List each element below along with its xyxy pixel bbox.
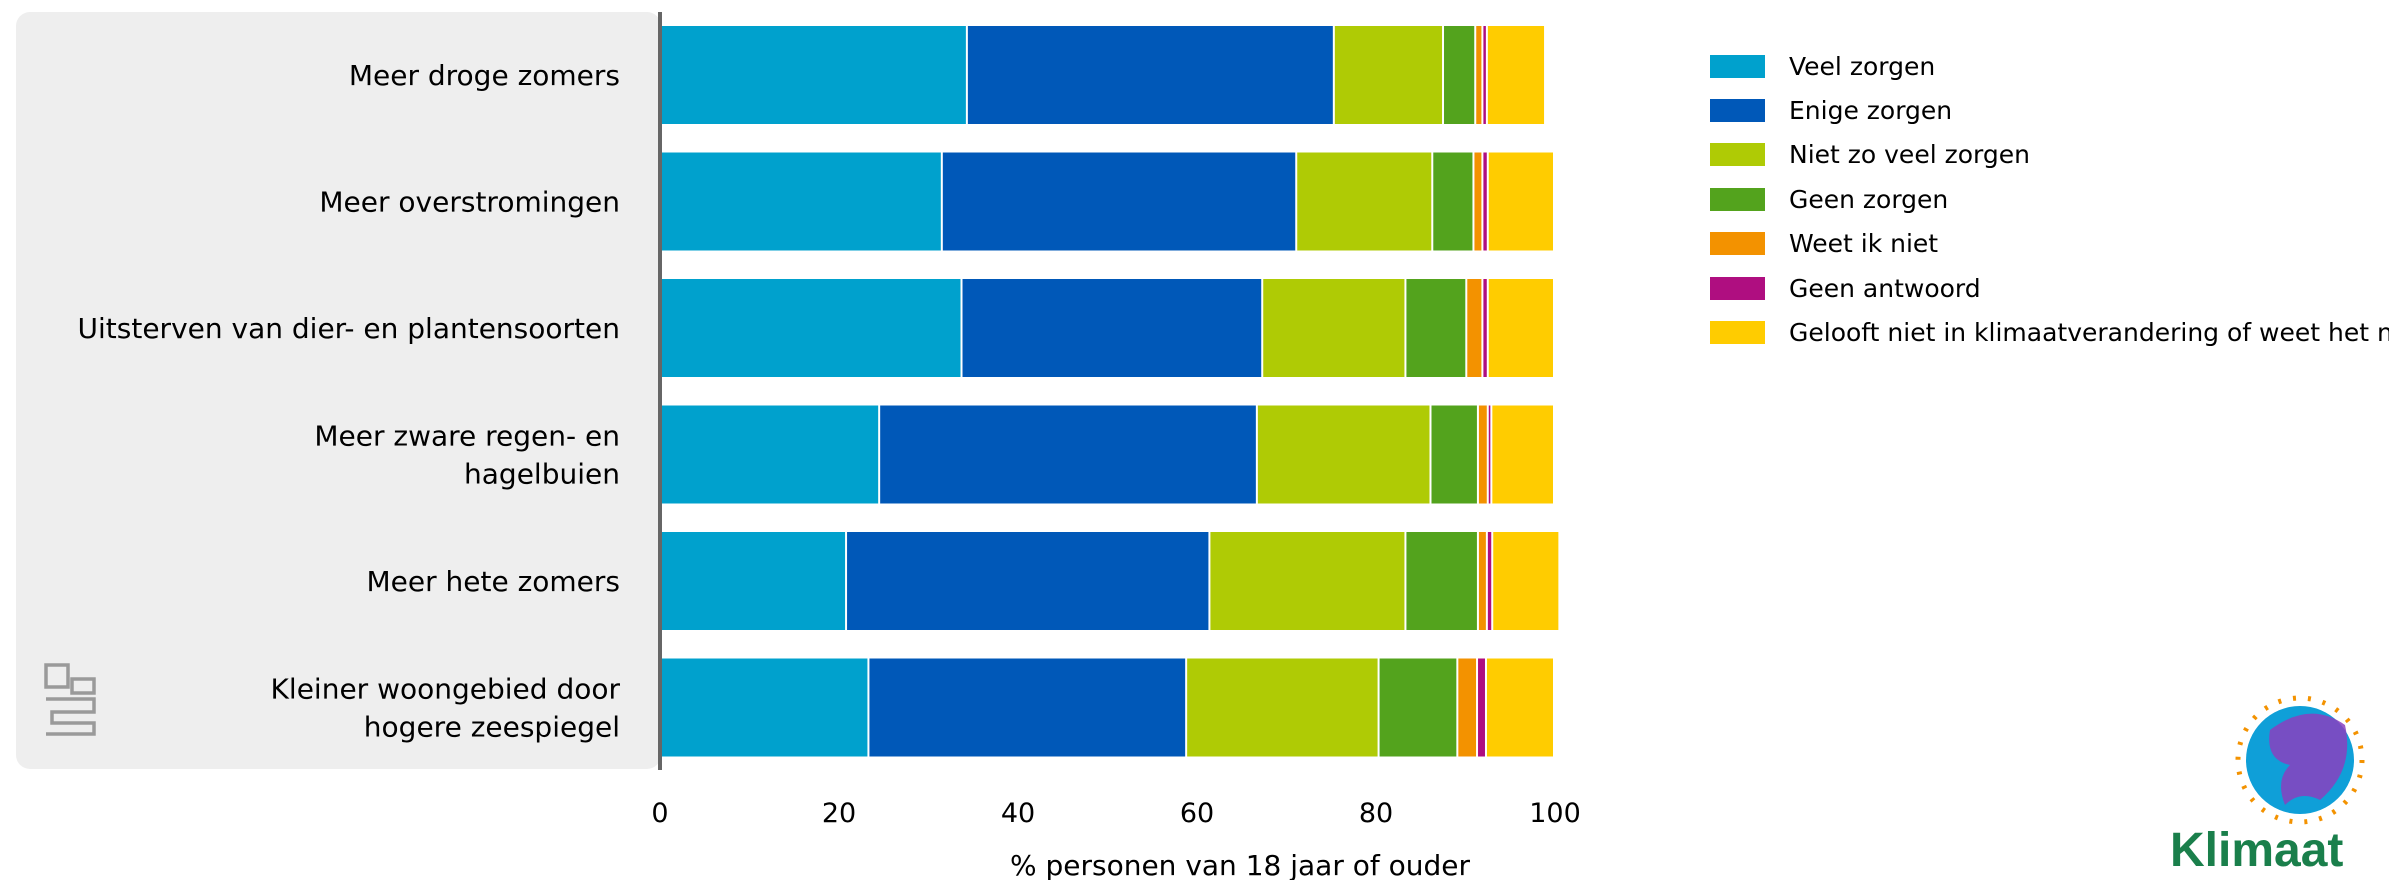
cbs-logo-icon xyxy=(44,663,96,736)
bar-segment xyxy=(869,658,1186,757)
bar-segment xyxy=(1478,658,1485,757)
category-label: hagelbuien xyxy=(464,458,620,491)
category-label: Kleiner woongebied door xyxy=(271,673,621,706)
bar-segment xyxy=(1483,152,1487,251)
x-tick-label: 60 xyxy=(1180,798,1214,829)
bar-segment xyxy=(1433,152,1473,251)
bar-segment xyxy=(1488,405,1491,504)
bar-segment xyxy=(660,658,868,757)
legend-label: Geen antwoord xyxy=(1789,273,1981,303)
x-axis-ticks: 0 20 40 60 80 100 xyxy=(651,798,1580,829)
legend-item: Enige zorgen xyxy=(1710,88,2389,132)
x-tick-label: 0 xyxy=(651,798,668,829)
bar-segment xyxy=(1431,405,1477,504)
legend-label: Weet ik niet xyxy=(1789,229,1939,259)
bar-segment xyxy=(660,152,941,251)
bar-segment xyxy=(1478,532,1486,630)
legend-item: Veel zorgen xyxy=(1710,44,2389,88)
category-label: Meer hete zomers xyxy=(366,565,620,598)
legend-label: Veel zorgen xyxy=(1789,51,1936,81)
legend-label: Enige zorgen xyxy=(1789,96,1953,126)
category-label: hogere zeespiegel xyxy=(364,711,620,744)
bar-segment xyxy=(1263,279,1405,377)
legend-swatch xyxy=(1710,321,1765,345)
bar-segment xyxy=(1483,279,1487,377)
legend-swatch xyxy=(1710,54,1765,78)
bar-segment xyxy=(847,532,1209,630)
bar-segment xyxy=(1474,152,1482,251)
bar-segment xyxy=(660,279,961,377)
bar-segment xyxy=(1492,405,1553,504)
legend: Veel zorgen Enige zorgen Niet zo veel zorg… xyxy=(1710,44,2389,355)
bars-group xyxy=(660,26,1559,757)
bar-segment xyxy=(1488,152,1553,251)
bar-segment xyxy=(1467,279,1482,377)
bar-segment xyxy=(1487,532,1492,630)
label-panel-background xyxy=(16,12,661,769)
legend-swatch xyxy=(1710,99,1765,123)
bar-segment xyxy=(1486,658,1553,757)
x-tick-label: 20 xyxy=(822,798,856,829)
legend-item: Niet zo veel zorgen xyxy=(1710,133,2389,177)
x-tick-label: 100 xyxy=(1529,798,1581,829)
bar-segment xyxy=(1476,26,1482,124)
klimaat-brand-text: Klimaat xyxy=(2170,824,2344,877)
legend-item: Gelooft niet in klimaatverandering of we… xyxy=(1710,310,2389,354)
legend-swatch xyxy=(1710,276,1765,300)
bar-segment xyxy=(1406,532,1477,630)
bar-segment xyxy=(962,279,1262,377)
legend-swatch xyxy=(1710,232,1765,256)
bar-segment xyxy=(1210,532,1405,630)
bar-segment xyxy=(880,405,1256,504)
legend-label: Geen zorgen xyxy=(1789,184,1949,214)
bar-segment xyxy=(1187,658,1378,757)
legend-swatch xyxy=(1710,143,1765,167)
bar-segment xyxy=(1458,658,1477,757)
legend-swatch xyxy=(1710,187,1765,211)
bar-segment xyxy=(1488,279,1553,377)
bar-segment xyxy=(1483,26,1486,124)
bar-segment xyxy=(1334,26,1443,124)
legend-label: Gelooft niet in klimaatverandering of we… xyxy=(1789,318,2389,348)
bar-segment xyxy=(660,532,846,630)
category-labels: Meer droge zomers Meer overstromingen Uits… xyxy=(78,59,621,744)
legend-item: Geen antwoord xyxy=(1710,266,2389,310)
bar-segment xyxy=(1478,405,1487,504)
bar-segment xyxy=(967,26,1333,124)
bar-segment xyxy=(1487,26,1545,124)
bar-segment xyxy=(660,26,966,124)
bar-segment xyxy=(1406,279,1466,377)
legend-item: Geen zorgen xyxy=(1710,177,2389,221)
category-label: Meer droge zomers xyxy=(349,59,620,92)
klimaat-logo-icon xyxy=(2235,695,2365,825)
bar-segment xyxy=(1379,658,1457,757)
legend-item: Weet ik niet xyxy=(1710,222,2389,266)
x-tick-label: 40 xyxy=(1001,798,1035,829)
bar-segment xyxy=(1257,405,1430,504)
x-tick-label: 80 xyxy=(1359,798,1393,829)
category-label: Meer zware regen- en xyxy=(314,420,620,453)
x-axis-title: % personen van 18 jaar of ouder xyxy=(1010,849,1471,880)
bar-segment xyxy=(660,405,879,504)
bar-segment xyxy=(1297,152,1432,251)
bar-segment xyxy=(1493,532,1559,630)
bar-segment xyxy=(942,152,1296,251)
category-label: Meer overstromingen xyxy=(319,186,620,219)
legend-label: Niet zo veel zorgen xyxy=(1789,140,2030,170)
bar-segment xyxy=(1444,26,1475,124)
category-label: Uitsterven van dier- en plantensoorten xyxy=(78,312,620,345)
